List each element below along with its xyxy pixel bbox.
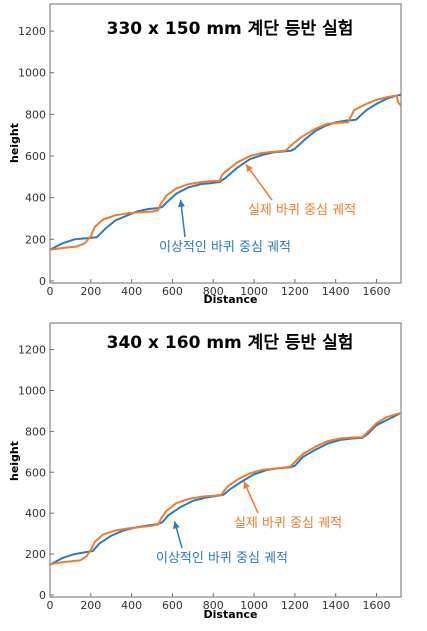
series-line-actual — [50, 412, 401, 566]
annotation-arrowhead-actual — [243, 481, 250, 490]
annotation-arrowhead-actual — [245, 164, 253, 173]
x-axis-label: Distance — [204, 608, 258, 621]
x-tick-label: 800 — [203, 599, 224, 612]
chart-panel-2: 0 200 400 600 800 1000 1200 0 200 400 600 800 1000 12… — [0, 316, 427, 631]
plot-area — [49, 3, 402, 284]
y-tick-label: 0 — [39, 275, 46, 288]
y-tick-label: 600 — [25, 466, 46, 479]
x-tick-label: 600 — [162, 285, 183, 298]
y-tick-label: 800 — [25, 425, 46, 438]
y-axis-label: height — [8, 441, 21, 481]
x-tick-label: 0 — [47, 285, 54, 298]
x-tick-label: 1000 — [240, 599, 268, 612]
x-axis-label: Distance — [204, 293, 258, 306]
line-chart-1: 0 200 400 600 800 1000 1200 0 200 400 600 800 1000 12… — [8, 3, 402, 306]
series-line-actual — [50, 94, 401, 251]
x-tick-label: 1000 — [240, 285, 268, 298]
x-tick-label: 200 — [80, 599, 101, 612]
annotation-actual: 실제 바퀴 중심 궤적 — [234, 516, 342, 531]
chart-panel-1: 0 200 400 600 800 1000 1200 0 200 400 600 800 1000 12… — [0, 0, 427, 308]
y-tick-label: 400 — [25, 192, 46, 205]
annotation-arrowhead-ideal — [177, 199, 185, 208]
x-tick-label: 1200 — [281, 285, 309, 298]
y-axis-label: height — [8, 123, 21, 163]
y-tick-label: 1000 — [18, 67, 46, 80]
chart-title: 340 x 160 mm 계단 등반 실험 — [107, 332, 354, 353]
plot-area — [49, 322, 402, 598]
y-tick-label: 1200 — [18, 344, 46, 357]
y-tick-label: 1000 — [18, 384, 46, 397]
y-tick-label: 200 — [25, 233, 46, 246]
y-tick-label: 0 — [39, 589, 46, 602]
y-tick-label: 600 — [25, 150, 46, 163]
x-tick-label: 1400 — [322, 599, 350, 612]
y-tick-label: 200 — [25, 548, 46, 561]
line-chart-2: 0 200 400 600 800 1000 1200 0 200 400 600 800 1000 12… — [8, 322, 402, 621]
y-tick-label: 1200 — [18, 25, 46, 38]
x-tick-label: 1200 — [281, 599, 309, 612]
annotation-arrowhead-ideal — [173, 521, 180, 530]
y-tick-label: 800 — [25, 108, 46, 121]
x-tick-label: 1400 — [322, 285, 350, 298]
annotation-actual: 실제 바퀴 중심 궤적 — [248, 203, 356, 218]
x-tick-label: 0 — [47, 599, 54, 612]
annotation-ideal: 이상적인 바퀴 중심 궤적 — [156, 551, 288, 566]
annotation-ideal: 이상적인 바퀴 중심 궤적 — [159, 240, 291, 255]
x-tick-label: 600 — [162, 599, 183, 612]
annotation-arrow-actual — [245, 163, 273, 201]
x-tick-label: 1600 — [363, 599, 391, 612]
x-tick-label: 200 — [80, 285, 101, 298]
x-tick-label: 400 — [121, 599, 142, 612]
x-tick-label: 800 — [203, 285, 224, 298]
series-line-ideal — [50, 93, 401, 251]
x-tick-label: 400 — [121, 285, 142, 298]
x-tick-label: 1600 — [363, 285, 391, 298]
chart-title: 330 x 150 mm 계단 등반 실험 — [107, 18, 354, 39]
y-tick-label: 400 — [25, 507, 46, 520]
